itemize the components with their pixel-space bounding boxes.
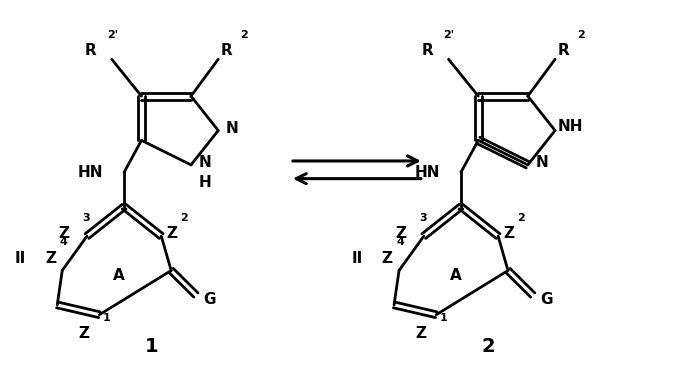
Text: 2: 2 xyxy=(240,30,248,40)
Text: Z: Z xyxy=(166,226,178,241)
Text: 2': 2' xyxy=(107,30,118,40)
Text: 4: 4 xyxy=(396,237,405,248)
Text: II: II xyxy=(352,251,363,266)
Text: Z: Z xyxy=(415,326,426,341)
Text: II: II xyxy=(15,251,26,266)
Text: 3: 3 xyxy=(82,213,89,223)
Text: G: G xyxy=(540,292,553,307)
Text: R: R xyxy=(221,43,233,58)
Text: Z: Z xyxy=(78,326,89,341)
Text: R: R xyxy=(85,43,96,58)
Text: A: A xyxy=(113,268,125,283)
Text: 1: 1 xyxy=(103,313,110,323)
Text: 2: 2 xyxy=(577,30,585,40)
Text: Z: Z xyxy=(59,226,70,241)
Text: HN: HN xyxy=(415,165,440,180)
Text: N: N xyxy=(199,155,211,170)
Text: 3: 3 xyxy=(419,213,426,223)
Text: R: R xyxy=(558,43,569,58)
Text: 2: 2 xyxy=(482,337,495,356)
Text: H: H xyxy=(199,175,211,190)
Text: N: N xyxy=(535,155,548,170)
Text: Z: Z xyxy=(503,226,514,241)
Text: HN: HN xyxy=(78,165,103,180)
Text: NH: NH xyxy=(557,119,583,134)
Text: 2: 2 xyxy=(517,213,525,223)
Text: 2': 2' xyxy=(444,30,454,40)
Text: Z: Z xyxy=(396,226,406,241)
Text: Z: Z xyxy=(382,251,393,266)
Text: 1: 1 xyxy=(440,313,447,323)
Text: G: G xyxy=(203,292,216,307)
Text: 2: 2 xyxy=(180,213,188,223)
Text: 4: 4 xyxy=(59,237,68,248)
Text: A: A xyxy=(450,268,462,283)
Text: N: N xyxy=(226,120,238,135)
Text: 1: 1 xyxy=(145,337,158,356)
Text: R: R xyxy=(421,43,433,58)
Text: Z: Z xyxy=(45,251,56,266)
